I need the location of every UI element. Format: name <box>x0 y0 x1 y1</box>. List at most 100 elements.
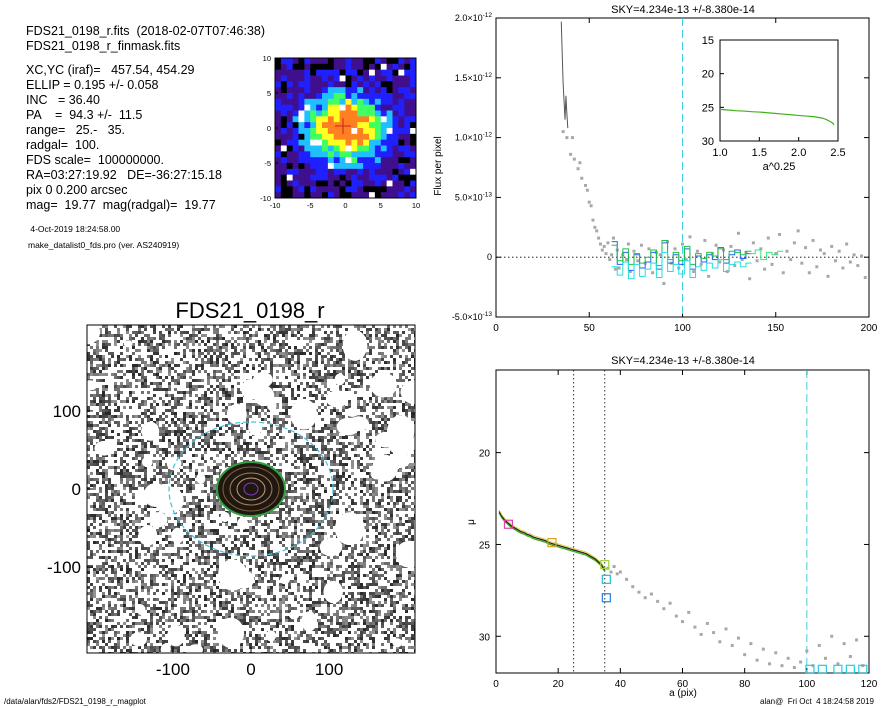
noise-pixel <box>159 388 162 391</box>
noise-pixel <box>258 574 261 577</box>
noise-pixel <box>93 340 96 343</box>
noise-pixel <box>216 484 219 487</box>
noise-pixel <box>168 526 171 529</box>
noise-pixel <box>186 385 189 388</box>
noise-pixel <box>234 415 237 418</box>
noise-pixel <box>216 331 219 334</box>
noise-pixel <box>123 634 126 637</box>
contour-cell <box>304 75 311 82</box>
noise-pixel <box>267 607 270 610</box>
noise-pixel <box>102 457 105 460</box>
noise-pixel <box>177 373 180 376</box>
noise-pixel <box>159 565 162 568</box>
noise-pixel <box>324 541 327 544</box>
noise-pixel <box>288 358 291 361</box>
noise-pixel <box>183 424 186 427</box>
noise-pixel <box>324 490 327 493</box>
noise-pixel <box>300 523 303 526</box>
noise-pixel <box>177 649 180 652</box>
noise-pixel <box>267 547 270 550</box>
noise-pixel <box>207 412 210 415</box>
noise-pixel <box>138 349 141 352</box>
noise-pixel <box>102 472 105 475</box>
noise-pixel <box>126 484 129 487</box>
noise-pixel <box>330 580 333 583</box>
contour-cell <box>404 81 411 88</box>
noise-pixel <box>312 553 315 556</box>
noise-pixel <box>291 541 294 544</box>
noise-pixel <box>225 454 228 457</box>
noise-pixel <box>129 553 132 556</box>
noise-pixel <box>198 421 201 424</box>
contour-cell <box>316 186 323 193</box>
noise-pixel <box>282 532 285 535</box>
noise-pixel <box>114 421 117 424</box>
noise-pixel <box>330 511 333 514</box>
noise-pixel <box>123 598 126 601</box>
contour-cell <box>339 122 346 129</box>
noise-pixel <box>141 589 144 592</box>
noise-pixel <box>201 511 204 514</box>
noise-pixel <box>120 382 123 385</box>
noise-pixel <box>174 604 177 607</box>
noise-pixel <box>123 523 126 526</box>
noise-pixel <box>108 403 111 406</box>
noise-pixel <box>210 646 213 649</box>
noise-pixel <box>222 601 225 604</box>
contour-cell <box>380 163 388 170</box>
noise-pixel <box>126 325 129 328</box>
noise-pixel <box>96 580 99 583</box>
noise-pixel <box>87 475 90 478</box>
noise-pixel <box>105 595 108 598</box>
noise-pixel <box>216 376 219 379</box>
noise-pixel <box>162 538 165 541</box>
noise-pixel <box>132 601 135 604</box>
noise-pixel <box>135 370 138 373</box>
contour-cell <box>280 128 288 135</box>
noise-pixel <box>165 646 168 649</box>
noise-pixel <box>198 577 201 580</box>
noise-pixel <box>192 631 195 634</box>
noise-pixel <box>186 367 189 370</box>
noise-pixel <box>210 610 213 613</box>
noise-pixel <box>321 358 324 361</box>
noise-pixel <box>171 562 174 565</box>
noise-pixel <box>240 601 243 604</box>
noise-pixel <box>324 553 327 556</box>
noise-pixel <box>162 514 165 517</box>
noise-pixel <box>162 529 165 532</box>
noise-pixel <box>114 334 117 337</box>
noise-pixel <box>327 643 330 646</box>
noise-pixel <box>108 529 111 532</box>
noise-pixel <box>327 334 330 337</box>
contour-cell <box>327 81 335 88</box>
noise-pixel <box>204 403 207 406</box>
noise-pixel <box>138 517 141 520</box>
noise-pixel <box>225 367 228 370</box>
noise-pixel <box>180 418 183 421</box>
noise-pixel <box>243 484 246 487</box>
noise-pixel <box>306 481 309 484</box>
noise-pixel <box>282 562 285 565</box>
contour-cell <box>333 58 341 65</box>
noise-pixel <box>189 469 192 472</box>
noise-pixel <box>225 412 228 415</box>
noise-pixel <box>228 535 231 538</box>
noise-pixel <box>192 355 195 358</box>
noise-pixel <box>213 505 216 508</box>
noise-pixel <box>318 328 321 331</box>
contour-cell <box>357 81 364 88</box>
contour-cell <box>310 110 317 117</box>
noise-pixel <box>117 331 120 334</box>
noise-pixel <box>129 490 132 493</box>
contour-cell <box>298 58 305 65</box>
noise-pixel <box>162 649 165 652</box>
contour-cell <box>275 81 282 88</box>
noise-pixel <box>177 556 180 559</box>
noise-pixel <box>309 637 312 640</box>
noise-pixel <box>168 571 171 574</box>
noise-pixel <box>123 610 126 613</box>
noise-pixel <box>120 547 123 550</box>
noise-pixel <box>102 409 105 412</box>
noise-pixel <box>243 385 246 388</box>
